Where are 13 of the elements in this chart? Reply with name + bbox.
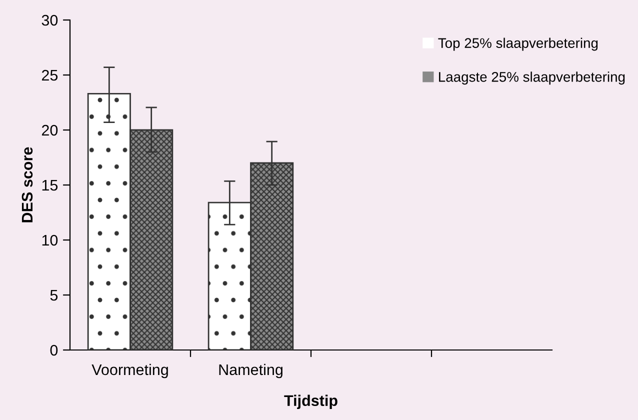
legend-label: Laagste 25% slaapverbetering [439, 72, 625, 85]
y-tick-label: 5 [50, 290, 58, 301]
y-tick-label: 25 [42, 70, 58, 81]
legend-label: Top 25% slaapverbetering [438, 38, 598, 51]
y-axis-title: DES score [22, 147, 33, 222]
x-axis-title: Tijdstip [284, 394, 338, 410]
y-tick-label: 30 [42, 14, 58, 26]
x-tick-label: Nameting [219, 364, 282, 378]
y-tick-label: 0 [50, 344, 58, 356]
y-tick-label: 20 [42, 124, 58, 136]
x-tick-label: Voormeting [92, 364, 168, 378]
y-tick-label: 15 [42, 180, 58, 191]
y-tick-label: 10 [42, 234, 58, 246]
